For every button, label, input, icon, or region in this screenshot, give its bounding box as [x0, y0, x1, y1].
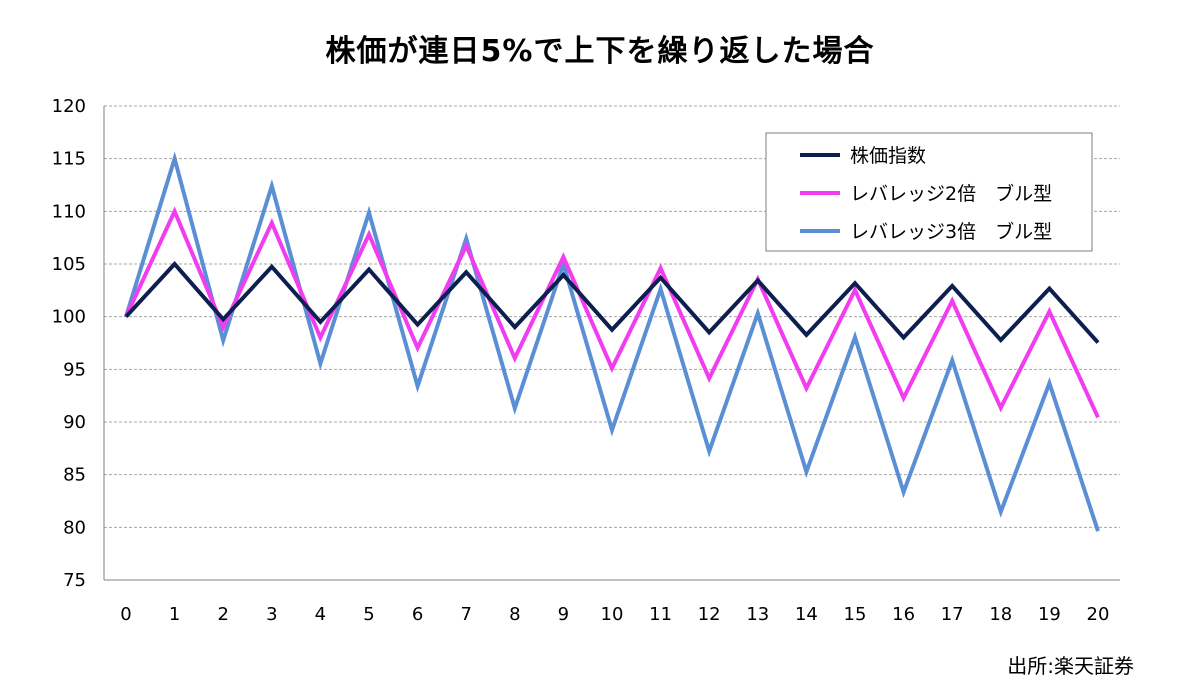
x-tick-label: 14	[795, 604, 818, 625]
series-line-0	[124, 261, 1100, 344]
series-line-2	[124, 151, 1100, 532]
x-tick-label: 10	[601, 604, 624, 625]
source-note: 出所:楽天証券	[1007, 654, 1134, 678]
y-tick-label: 120	[52, 96, 86, 117]
y-tick-label: 75	[63, 570, 86, 591]
y-tick-label: 80	[63, 517, 86, 538]
x-tick-label: 15	[844, 604, 867, 625]
x-tick-label: 3	[266, 604, 277, 625]
y-tick-label: 105	[52, 254, 86, 275]
x-tick-label: 18	[989, 604, 1012, 625]
y-tick-label: 85	[63, 465, 86, 486]
x-tick-label: 8	[509, 604, 520, 625]
x-tick-label: 1	[169, 604, 180, 625]
y-axis-tick-labels: 75 80 85 90 95 100 105 110 115 120	[52, 96, 86, 591]
x-tick-label: 6	[412, 604, 423, 625]
x-tick-label: 13	[746, 604, 769, 625]
series-line-1	[124, 206, 1100, 419]
x-tick-label: 4	[315, 604, 326, 625]
x-tick-label: 16	[892, 604, 915, 625]
x-tick-label: 19	[1038, 604, 1061, 625]
x-axis-tick-labels: 0 1 2 3 4 5 6 7 8 9 10 11 12 13 14 15 16 17 18 19 20	[120, 604, 1109, 625]
chart-title: 株価が連日5%で上下を繰り返した場合	[325, 34, 875, 69]
y-tick-label: 90	[63, 412, 86, 433]
y-tick-label: 100	[52, 307, 86, 328]
y-tick-label: 110	[52, 201, 86, 222]
x-tick-label: 12	[698, 604, 721, 625]
x-tick-label: 20	[1087, 604, 1110, 625]
x-tick-label: 0	[120, 604, 131, 625]
x-tick-label: 2	[217, 604, 228, 625]
series-lines	[124, 151, 1100, 532]
x-tick-label: 17	[941, 604, 964, 625]
x-tick-label: 9	[558, 604, 569, 625]
x-tick-label: 11	[649, 604, 672, 625]
x-tick-label: 7	[460, 604, 471, 625]
y-tick-label: 95	[63, 359, 86, 380]
axes	[103, 106, 1120, 581]
legend-label-2: レバレッジ3倍 ブル型	[850, 220, 1052, 243]
x-tick-label: 5	[363, 604, 374, 625]
legend-label-1: レバレッジ2倍 ブル型	[850, 182, 1052, 205]
y-tick-label: 115	[52, 149, 86, 170]
legend-label-0: 株価指数	[850, 145, 926, 167]
